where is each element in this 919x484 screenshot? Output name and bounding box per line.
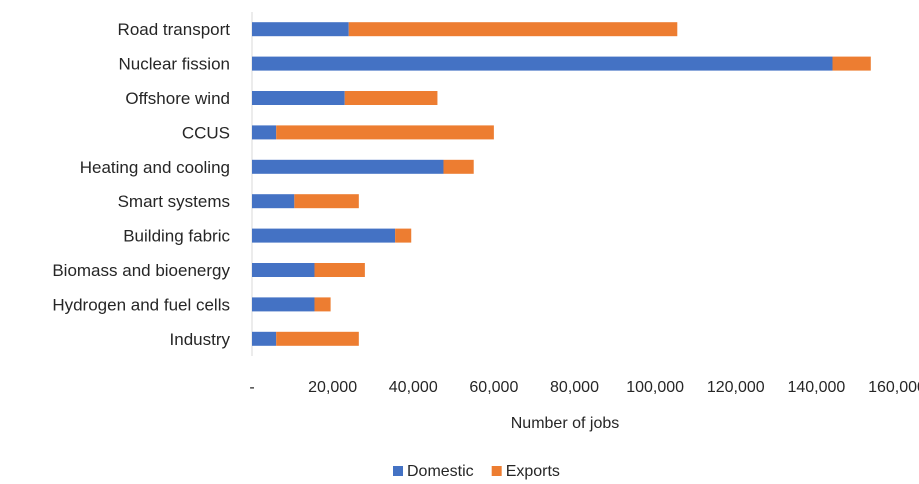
bar-domestic-9 bbox=[252, 331, 277, 346]
legend-swatch-domestic bbox=[393, 466, 403, 476]
x-tick-label: 100,000 bbox=[626, 379, 684, 396]
category-label: Heating and cooling bbox=[80, 158, 230, 177]
category-label: Offshore wind bbox=[125, 89, 230, 108]
x-tick-label: 80,000 bbox=[550, 379, 599, 396]
category-label: Hydrogen and fuel cells bbox=[52, 295, 230, 314]
legend-label-exports: Exports bbox=[506, 463, 560, 480]
x-tick-label: 60,000 bbox=[469, 379, 518, 396]
x-tick-label: 40,000 bbox=[389, 379, 438, 396]
bar-domestic-3 bbox=[252, 125, 277, 140]
bar-exports-6 bbox=[395, 228, 412, 243]
category-label: Industry bbox=[170, 330, 231, 349]
bar-exports-5 bbox=[294, 194, 359, 209]
bar-domestic-0 bbox=[252, 22, 349, 37]
bar-exports-8 bbox=[314, 297, 331, 312]
legend-swatch-exports bbox=[491, 466, 502, 476]
x-tick-label: - bbox=[249, 379, 254, 396]
bar-domestic-5 bbox=[252, 194, 295, 209]
bar-domestic-8 bbox=[252, 297, 315, 312]
category-labels: Road transport Nuclear fission Offshore wi… bbox=[52, 20, 230, 349]
bar-domestic-4 bbox=[252, 159, 444, 174]
x-tick-label: 160,000 bbox=[868, 379, 919, 396]
x-axis-title: Number of jobs bbox=[511, 415, 620, 432]
bar-exports-1 bbox=[832, 56, 871, 71]
bar-exports-7 bbox=[314, 263, 365, 277]
category-label: Nuclear fission bbox=[119, 55, 231, 74]
category-label: CCUS bbox=[182, 123, 230, 142]
bar-exports-3 bbox=[276, 125, 494, 140]
bar-exports-9 bbox=[276, 331, 359, 346]
x-tick-label: 20,000 bbox=[308, 379, 357, 396]
bar-domestic-2 bbox=[252, 91, 345, 105]
bar-exports-0 bbox=[348, 22, 678, 37]
bar-domestic-6 bbox=[252, 228, 396, 243]
category-label: Smart systems bbox=[118, 192, 230, 211]
legend-label-domestic: Domestic bbox=[407, 463, 474, 480]
bar-exports-2 bbox=[344, 91, 438, 105]
x-tick-labels: - 20,000 40,000 60,000 80,000 100,000 120,000 1… bbox=[249, 379, 919, 396]
bar-domestic-1 bbox=[252, 56, 833, 71]
legend: Domestic Exports bbox=[393, 463, 560, 480]
bars-group bbox=[252, 22, 871, 346]
bar-domestic-7 bbox=[252, 263, 315, 277]
x-tick-label: 140,000 bbox=[787, 379, 845, 396]
bar-exports-4 bbox=[443, 159, 474, 174]
x-tick-label: 120,000 bbox=[707, 379, 765, 396]
category-label: Building fabric bbox=[123, 227, 230, 246]
category-label: Biomass and bioenergy bbox=[52, 261, 230, 280]
category-label: Road transport bbox=[118, 20, 231, 39]
